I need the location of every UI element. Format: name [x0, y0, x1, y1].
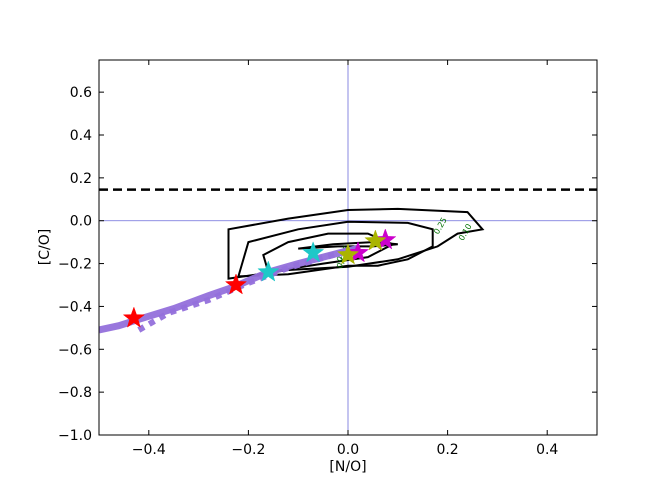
x-tick-label: 0.4: [536, 442, 558, 458]
star-marker: [364, 229, 387, 251]
y-tick-label: −0.2: [58, 257, 92, 273]
contour-line-0.50: [262, 232, 396, 274]
y-tick-label: −0.4: [58, 299, 92, 315]
y-tick-label: 0.6: [70, 85, 92, 101]
star-marker: [122, 306, 146, 328]
star-marker: [301, 241, 325, 263]
axes: −0.4 −0.2 0.0 0.2 0.4 −1.0 −0.8 −0.6 −0.4 −0.2 0.0…: [58, 59, 598, 458]
contour-line-0.10: [227, 207, 485, 280]
y-tick-label: 0.4: [70, 128, 92, 144]
contour-label-0.25: 0.25: [432, 216, 449, 236]
plot-area: 0.100.250.500.75: [99, 60, 597, 435]
x-tick-label: −0.2: [231, 442, 265, 458]
plot-clipped-group: 0.100.250.500.75: [99, 60, 597, 435]
x-tick-label: 0.0: [337, 442, 359, 458]
contour-line-0.75: [298, 241, 398, 250]
series-line-dotted: [137, 243, 364, 333]
contour-line-0.25: [237, 220, 434, 278]
x-axis-label: [N/O]: [329, 459, 366, 475]
y-tick-label: −0.8: [58, 385, 92, 401]
y-tick-label: 0.0: [70, 214, 92, 230]
y-tick-label: 0.2: [70, 171, 92, 187]
x-tick-label: 0.2: [436, 442, 458, 458]
star-marker: [257, 260, 280, 282]
y-tick-label: −1.0: [58, 428, 92, 444]
y-tick-label: −0.6: [58, 342, 92, 358]
star-marker: [336, 243, 360, 265]
contour-label-0.10: 0.10: [457, 222, 474, 242]
y-axis-label: [C/O]: [37, 229, 53, 265]
x-tick-label: −0.4: [132, 442, 166, 458]
star-marker: [224, 273, 248, 295]
